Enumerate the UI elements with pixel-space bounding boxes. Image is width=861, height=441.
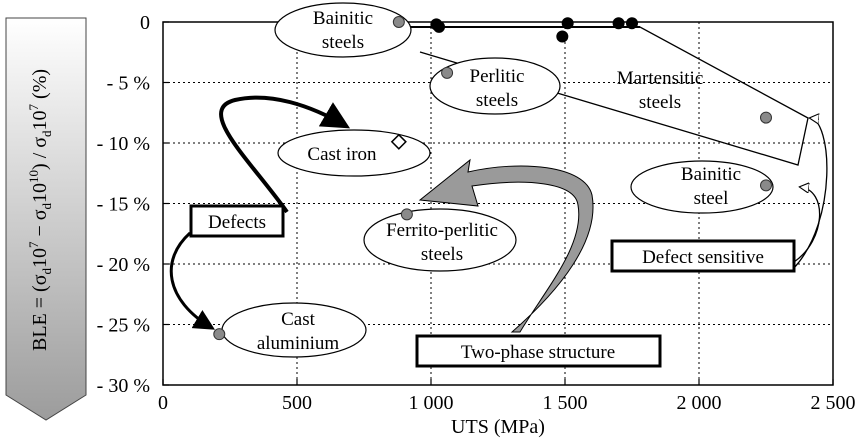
- data-point-black: [433, 20, 446, 33]
- defect-sensitive-arrow-2: [793, 187, 821, 263]
- label-ferrito-perlitic-1: Ferrito-perlitic: [386, 220, 498, 241]
- y-tick-label: - 5 %: [107, 73, 150, 95]
- label-defects: Defects: [208, 212, 266, 233]
- x-tick-label: 500: [282, 392, 312, 414]
- ellipse-bainitic-steel: Bainitic steel: [630, 160, 774, 214]
- ellipse-bainitic-steels: Bainitic steels: [274, 2, 412, 58]
- data-point-diamond: [390, 133, 407, 150]
- label-ferrito-perlitic-2: steels: [421, 244, 463, 265]
- defects-arrow-down: [169, 231, 216, 330]
- data-point-black: [612, 17, 625, 30]
- y-tick-labels: 0 - 5 % - 10 % - 15 % - 20 % - 25 % - 30 %: [97, 12, 150, 397]
- x-axis-label: UTS (MPa): [451, 416, 545, 438]
- data-point-black: [626, 17, 638, 30]
- label-bainitic-steel-1: Bainitic: [681, 164, 741, 185]
- x-tick-label: 1 000: [409, 392, 454, 414]
- y-tick-label: - 15 %: [97, 194, 150, 216]
- data-point-gray: [760, 179, 772, 192]
- ellipse-cast-aluminium: Cast aluminium: [221, 302, 367, 358]
- label-cast-aluminium-1: Cast: [281, 309, 316, 330]
- y-tick-label: - 20 %: [97, 254, 150, 276]
- ylabel-arrow-band: [5, 17, 87, 421]
- label-bainitic-steels-2: steels: [322, 32, 364, 53]
- label-cast-aluminium-2: aluminium: [257, 333, 340, 354]
- x-tick-label: 0: [158, 392, 168, 414]
- y-axis-label: BLE = (σd107 − σd1010) / σd107 (%): [26, 69, 54, 351]
- label-two-phase: Two-phase structure: [461, 342, 615, 363]
- label-defect-sensitive: Defect sensitive: [642, 247, 764, 268]
- y-tick-label: - 30 %: [97, 375, 150, 397]
- data-point-gray: [392, 16, 405, 28]
- data-point-gray: [441, 66, 454, 79]
- data-point-gray: [400, 208, 413, 221]
- label-perlitic-steels-1: Perlitic: [470, 66, 525, 87]
- data-point-black: [556, 30, 569, 43]
- data-point-gray: [213, 328, 226, 341]
- grid: [162, 21, 834, 386]
- y-tick-label: - 10 %: [97, 133, 150, 155]
- data-points: [213, 16, 772, 341]
- label-martensitic-steels-2: steels: [639, 92, 681, 113]
- ellipse-perlitic-steels: Perlitic steels: [429, 57, 561, 115]
- x-tick-label: 2 000: [677, 392, 722, 414]
- ellipse-ferrito-perlitic: Ferrito-perlitic steels: [363, 208, 517, 272]
- y-tick-label: 0: [140, 12, 150, 34]
- data-point-gray: [760, 111, 772, 124]
- box-defect-sensitive: Defect sensitive: [610, 239, 796, 273]
- x-tick-label: 2 500: [811, 392, 856, 414]
- box-two-phase: Two-phase structure: [415, 334, 662, 368]
- box-defects: Defects: [189, 204, 285, 238]
- two-phase-arrow: [418, 158, 594, 333]
- x-tick-label: 1 500: [543, 392, 588, 414]
- label-cast-iron: Cast iron: [307, 144, 377, 165]
- defects-arrow-up: [219, 95, 351, 214]
- ellipse-cast-iron: Cast iron: [277, 129, 431, 177]
- y-tick-label: - 25 %: [97, 315, 150, 337]
- x-tick-labels: 0 500 1 000 1 500 2 000 2 500: [158, 392, 856, 414]
- label-perlitic-steels-2: steels: [476, 90, 518, 111]
- label-martensitic-steels-1: Martensitic: [617, 68, 704, 89]
- data-point-black: [561, 17, 574, 30]
- label-bainitic-steels-1: Bainitic: [313, 8, 373, 29]
- label-bainitic-steel-2: steel: [694, 188, 729, 209]
